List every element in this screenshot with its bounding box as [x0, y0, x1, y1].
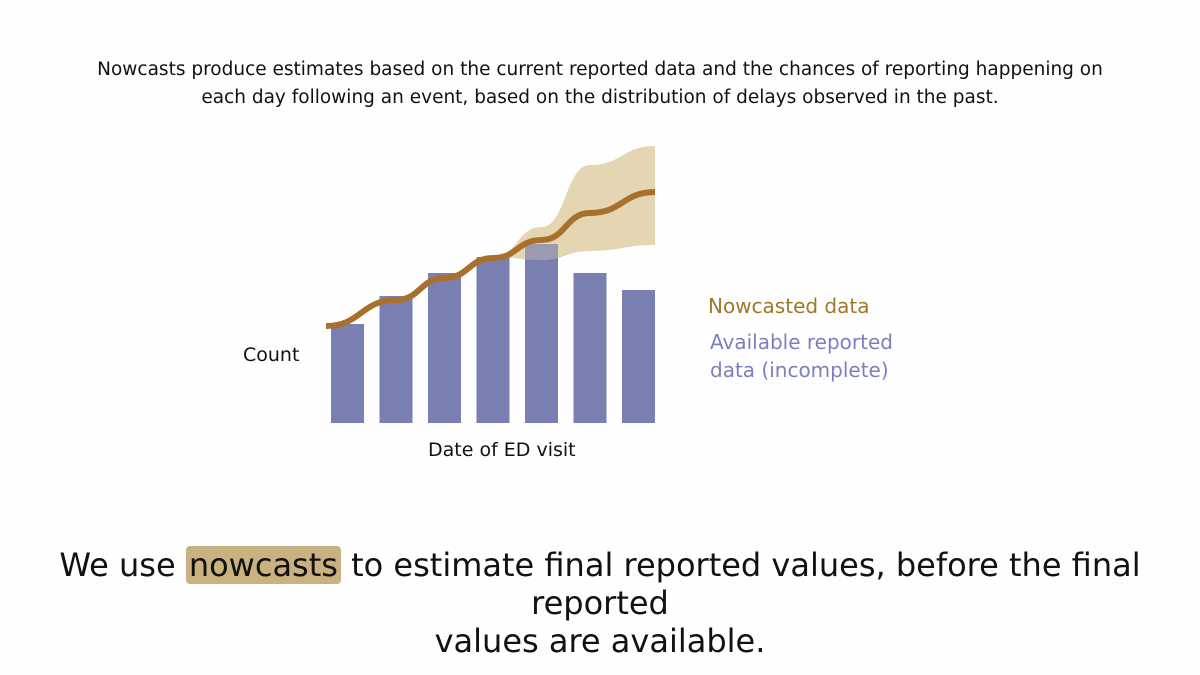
legend-reported: Available reported data (incomplete) [710, 330, 893, 382]
takeaway-prefix: We use [59, 546, 176, 584]
takeaway-suffix: to estimate final reported values, befor… [351, 546, 1141, 622]
takeaway-line-2: values are available. [434, 622, 766, 660]
nowcast-line [325, 189, 656, 329]
y-axis-label: Count [243, 344, 300, 366]
bar-overlay [525, 244, 558, 423]
bar [379, 296, 413, 423]
takeaway-text: We use nowcasts to estimate final report… [0, 546, 1200, 660]
intro-text: Nowcasts produce estimates based on the … [0, 56, 1200, 112]
highlighted-term: nowcasts [185, 546, 341, 584]
legend-nowcast: Nowcasted data [708, 294, 870, 318]
bar-overlay [476, 257, 510, 423]
bar [428, 273, 461, 423]
nowcast-interval-band [493, 146, 655, 260]
bar-overlay [622, 290, 655, 423]
x-axis-label: Date of ED visit [428, 439, 576, 461]
intro-line-1: Nowcasts produce estimates based on the … [97, 59, 1103, 80]
bar-overlay [573, 273, 607, 423]
bar [331, 324, 364, 423]
intro-line-2: each day following an event, based on th… [201, 87, 999, 108]
